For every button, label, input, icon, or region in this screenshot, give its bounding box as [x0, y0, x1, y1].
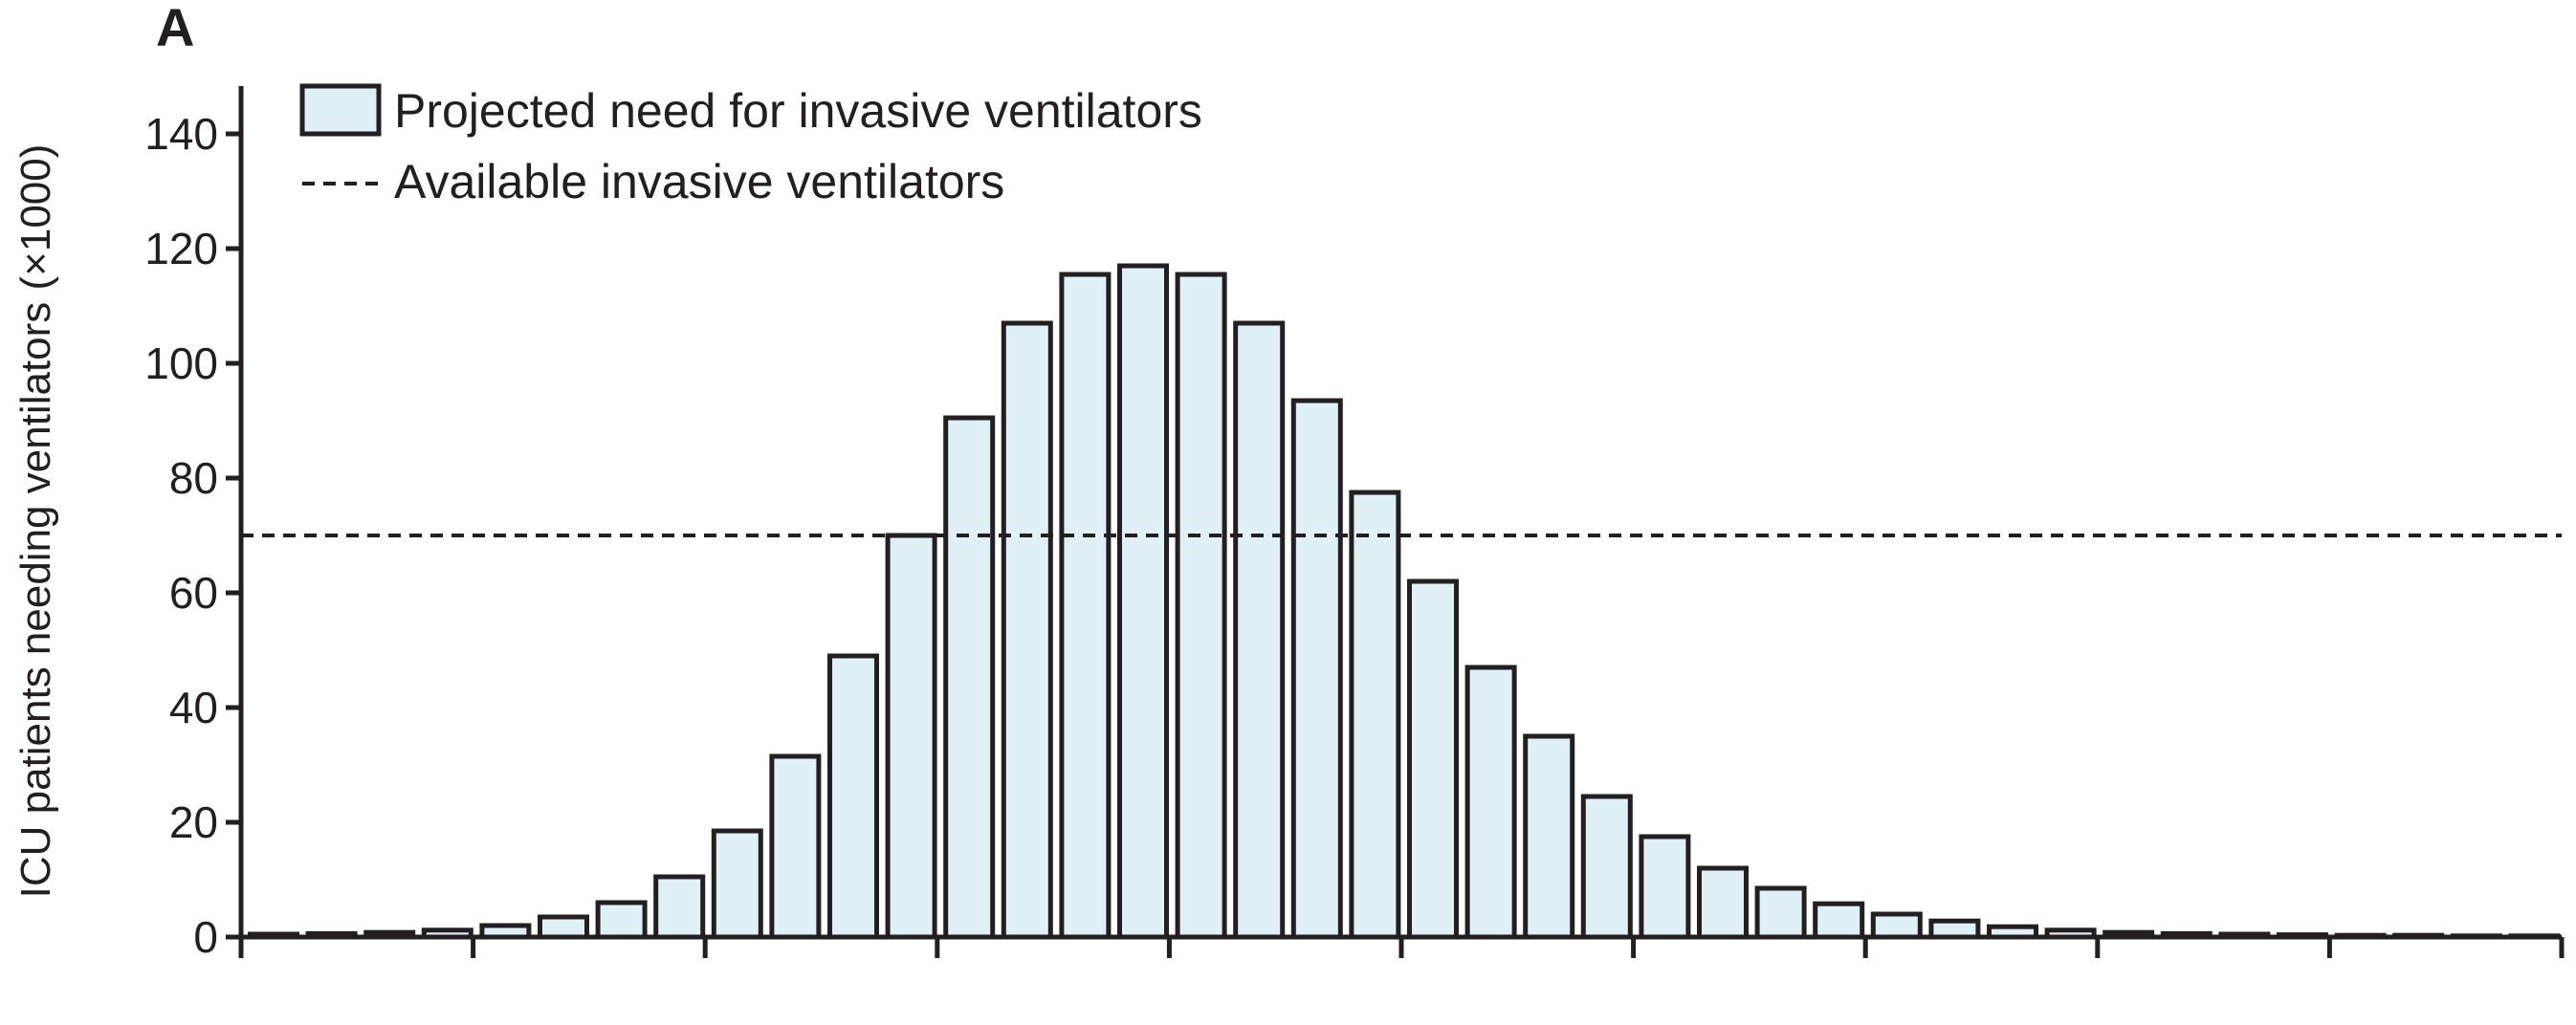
legend-bar-label: Projected need for invasive ventilators — [394, 84, 1202, 138]
bar — [827, 653, 879, 940]
y-tick-label: 20 — [169, 797, 218, 847]
bar — [1233, 320, 1286, 940]
bar — [1407, 578, 1459, 940]
y-tick-label: 80 — [169, 453, 218, 503]
bar — [538, 914, 589, 940]
bar — [1001, 320, 1053, 940]
bar — [1639, 834, 1691, 940]
legend: Projected need for invasive ventilators … — [299, 83, 1202, 208]
bar — [1290, 398, 1343, 940]
bar — [1175, 272, 1227, 940]
bar — [1697, 865, 1749, 940]
bar — [653, 874, 706, 940]
bar — [1523, 733, 1575, 940]
bars — [248, 263, 2561, 940]
y-ticks: 0 20 40 60 80 100 120 140 — [144, 109, 241, 962]
panel-label: A — [156, 0, 194, 57]
legend-bar-swatch — [299, 83, 382, 137]
bar — [885, 533, 937, 940]
bar — [1059, 272, 1112, 940]
bar — [1813, 901, 1865, 940]
y-tick-label: 140 — [144, 109, 218, 159]
y-tick-label: 100 — [144, 338, 218, 388]
bar — [943, 415, 996, 940]
y-tick-label: 0 — [193, 912, 218, 962]
bar — [1928, 918, 1981, 940]
y-tick-label: 120 — [144, 224, 218, 273]
bar — [769, 753, 822, 940]
bar — [1580, 794, 1633, 940]
bar — [711, 828, 763, 940]
y-tick-label: 40 — [169, 683, 218, 732]
bar — [1464, 665, 1517, 940]
axes — [238, 86, 2562, 940]
bar — [1349, 490, 1401, 940]
bar — [1870, 911, 1923, 940]
legend-line-label: Available invasive ventilators — [394, 155, 1004, 208]
y-tick-label: 60 — [169, 568, 218, 618]
y-axis-title: ICU patients needing ventilators (×1000) — [12, 144, 59, 899]
bar — [595, 900, 648, 940]
bar — [1754, 885, 1807, 940]
bar — [1117, 263, 1169, 940]
x-ticks — [238, 937, 2565, 958]
